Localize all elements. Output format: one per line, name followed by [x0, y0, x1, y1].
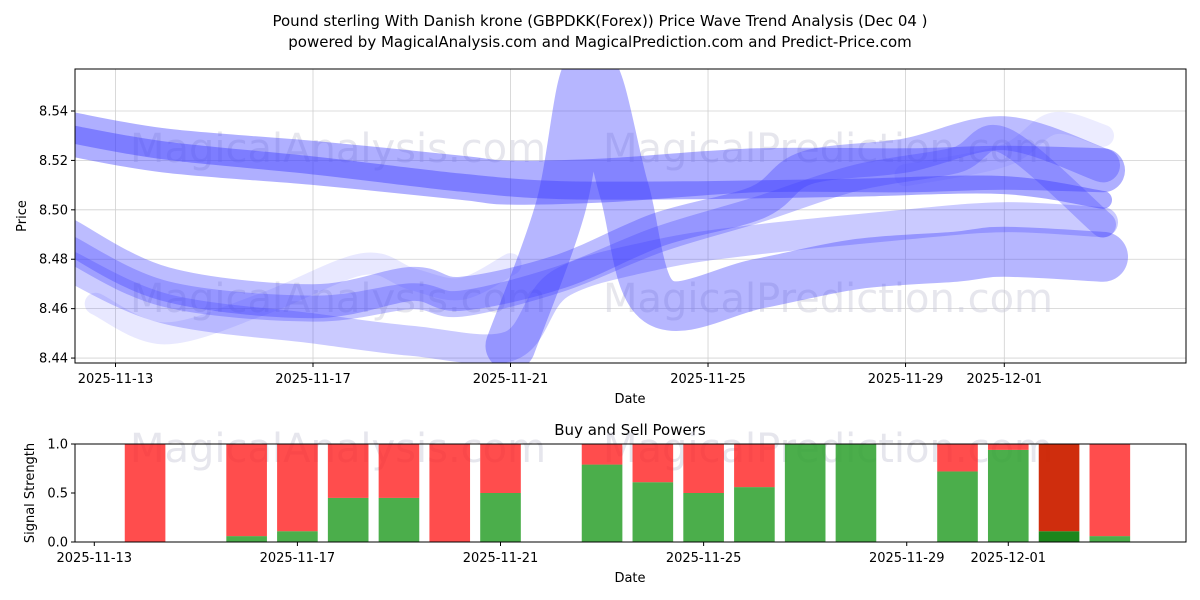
price-x-ticks: 2025-11-13 2025-11-17 2025-11-21 2025-11-25…: [78, 363, 1042, 387]
price-watermarks: MagicalAnalysis.com MagicalPrediction.co…: [130, 126, 1053, 322]
sell-bar: [327, 444, 369, 498]
buy-bar: [835, 444, 877, 542]
signal-x-label: Date: [614, 571, 645, 586]
buy-bar: [1038, 531, 1080, 542]
sell-bar: [683, 444, 724, 493]
price-y-tick-label: 8.52: [39, 154, 68, 169]
buy-bar: [277, 531, 318, 542]
sell-bar: [124, 444, 166, 542]
sell-bar: [480, 444, 521, 493]
signal-title: Buy and Sell Powers: [554, 421, 706, 439]
sell-bar: [226, 444, 267, 537]
signal-x-tick-label: 2025-12-01: [970, 551, 1046, 566]
signal-x-tick-label: 2025-11-13: [57, 551, 133, 566]
price-x-tick-label: 2025-11-17: [275, 372, 351, 387]
watermark-prediction-mid: MagicalPrediction.com: [603, 276, 1053, 322]
price-y-tick-label: 8.48: [39, 253, 68, 268]
buy-bar: [581, 464, 623, 542]
signal-y-tick-label: 0.0: [47, 536, 68, 551]
price-wave-lower-wave: [75, 116, 1120, 319]
signal-bars: [124, 444, 1131, 542]
price-wave-series: [75, 69, 1128, 363]
buy-bar: [327, 497, 369, 542]
price-y-ticks: 8.44 8.46 8.48 8.50 8.52 8.54: [39, 105, 75, 367]
sell-bar: [1038, 444, 1080, 532]
signal-x-tick-label: 2025-11-25: [666, 551, 742, 566]
sell-bar: [987, 444, 1029, 450]
buy-bar: [632, 482, 674, 542]
signal-x-tick-label: 2025-11-21: [463, 551, 539, 566]
price-wave-upper-wave: [75, 112, 1125, 205]
price-wave-upper-wave-core: [75, 125, 1112, 209]
signal-y-label: Signal Strength: [23, 443, 38, 543]
chart-subtitle: powered by MagicalAnalysis.com and Magic…: [288, 33, 912, 51]
signal-x-tick-label: 2025-11-29: [869, 551, 945, 566]
buy-bar: [226, 536, 267, 542]
buy-bar: [1089, 536, 1131, 542]
sell-bar: [632, 444, 674, 483]
sell-bar: [378, 444, 420, 498]
buy-bar: [937, 471, 978, 542]
watermark-prediction-top: MagicalPrediction.com: [603, 126, 1053, 172]
sell-bar: [429, 444, 471, 542]
signal-y-tick-label: 1.0: [47, 438, 68, 453]
buy-bar: [480, 493, 521, 542]
price-wave-faint-wave-2: [894, 111, 1114, 187]
watermark-prediction-bottom: MagicalPrediction.com: [603, 426, 1053, 472]
price-x-tick-label: 2025-11-29: [868, 372, 944, 387]
buy-bar: [987, 449, 1029, 542]
watermark-analysis-top: MagicalAnalysis.com: [130, 126, 546, 172]
price-plot-frame: [74, 68, 1187, 364]
buy-bar: [734, 487, 775, 542]
price-wave-lower-wave-2: [75, 125, 1116, 322]
price-wave-wave-spike: [485, 69, 1128, 363]
sell-bar: [1089, 444, 1131, 537]
signal-x-tick-label: 2025-11-17: [260, 551, 336, 566]
price-wave-faint-wave: [84, 252, 522, 345]
signal-x-ticks: 2025-11-13 2025-11-17 2025-11-21 2025-11-25…: [57, 542, 1046, 566]
price-plot-area: [75, 69, 1186, 363]
price-y-tick-label: 8.44: [39, 352, 68, 367]
sell-bar: [734, 444, 775, 488]
signal-watermarks: MagicalAnalysis.com MagicalPrediction.co…: [130, 426, 1053, 472]
price-y-tick-label: 8.46: [39, 302, 68, 317]
price-wave-lower-wave-3: [75, 202, 1118, 363]
price-grid: [75, 69, 1186, 363]
sell-bar: [937, 444, 978, 472]
price-y-tick-label: 8.54: [39, 105, 68, 120]
price-x-tick-label: 2025-11-13: [78, 372, 154, 387]
signal-panel: Buy and Sell Powers MagicalAnalysis.com …: [23, 421, 1187, 586]
price-x-tick-label: 2025-11-25: [670, 372, 746, 387]
price-y-label: Price: [15, 200, 30, 232]
price-x-tick-label: 2025-11-21: [473, 372, 549, 387]
buy-bar: [683, 493, 724, 542]
price-y-tick-label: 8.50: [39, 203, 68, 218]
watermark-analysis-mid: MagicalAnalysis.com: [130, 276, 546, 322]
price-x-label: Date: [614, 392, 645, 407]
sell-bar: [581, 444, 623, 465]
buy-bar: [784, 444, 826, 542]
signal-y-ticks: 0.0 0.5 1.0: [47, 438, 75, 551]
price-panel: MagicalAnalysis.com MagicalPrediction.co…: [15, 68, 1187, 407]
sell-bar: [277, 444, 318, 532]
chart-title: Pound sterling With Danish krone (GBPDKK…: [272, 12, 927, 30]
price-x-tick-label: 2025-12-01: [967, 372, 1043, 387]
buy-bar: [378, 497, 420, 542]
signal-y-tick-label: 0.5: [47, 487, 68, 502]
